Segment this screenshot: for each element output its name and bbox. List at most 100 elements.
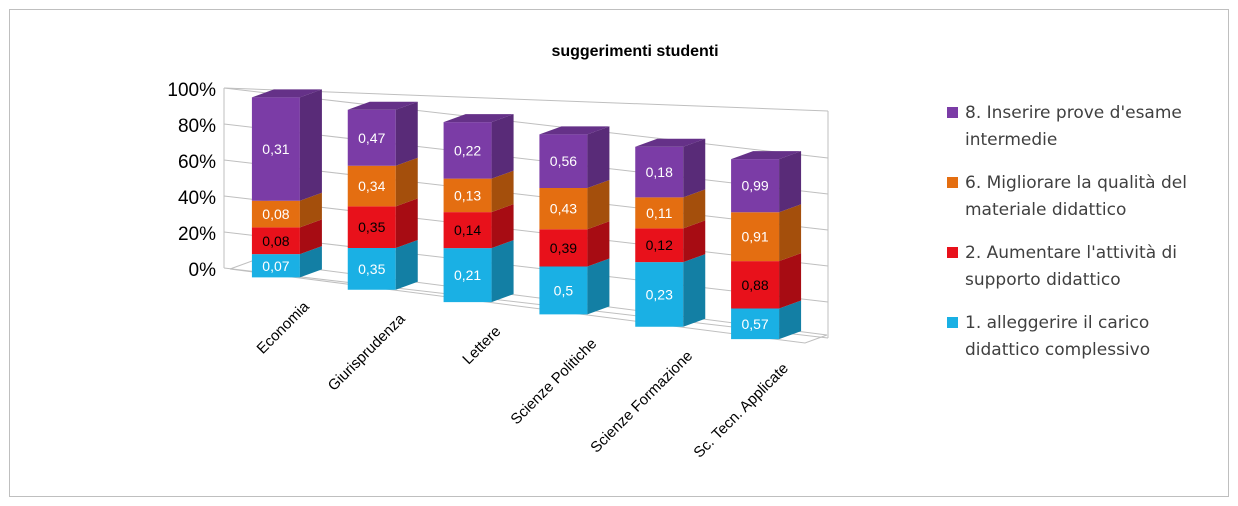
data-label: 0,13: [454, 187, 481, 203]
bar-front: [731, 212, 780, 262]
bar-segment: 0,11: [635, 189, 706, 229]
bar-segment: 0,34: [347, 157, 418, 207]
legend-label: 2. Aumentare l'attività di supporto dida…: [965, 243, 1178, 290]
chart-plot: suggerimenti studenti 0% 20% 40% 60% 80% 100%…: [167, 43, 829, 461]
bar-segment: 0,57: [731, 300, 802, 340]
data-label: 0,12: [646, 237, 673, 253]
bar-side: [683, 254, 706, 327]
bar-front: [731, 261, 780, 309]
data-label: 0,88: [741, 277, 768, 293]
data-label: 0,35: [358, 219, 385, 235]
x-tick-label: Economia: [254, 298, 314, 358]
data-label: 0,39: [550, 240, 577, 256]
bar-front: [731, 308, 780, 340]
bar-front: [443, 248, 492, 303]
bar-side: [395, 157, 418, 207]
bar-side: [299, 89, 322, 201]
bar-segment: 0,18: [635, 138, 706, 198]
legend-swatch: [947, 177, 958, 188]
gridline: [223, 159, 829, 231]
data-label: 0,56: [550, 153, 577, 169]
data-label: 0,14: [454, 222, 481, 238]
bar-front: [635, 228, 684, 263]
data-label: 0,47: [358, 130, 385, 146]
bar-front: [251, 254, 300, 278]
bar-segment: 0,08: [251, 219, 322, 255]
bar-top: [443, 114, 514, 123]
bar-side: [491, 114, 514, 179]
data-label: 0,34: [358, 178, 385, 194]
legend-label: 6. Migliorare la qualità del materiale d…: [965, 173, 1187, 220]
x-tick-label: Scienze Formazione: [587, 348, 696, 457]
chart-frame: suggerimenti studenti 0% 20% 40% 60% 80% 100%…: [9, 9, 1229, 497]
legend-swatch: [947, 107, 958, 118]
legend-swatch: [947, 317, 958, 328]
bar-front: [443, 212, 492, 249]
y-tick-label: 40%: [178, 188, 216, 209]
data-label: 0,99: [741, 178, 768, 194]
legend-item: 6. Migliorare la qualità del materiale d…: [935, 170, 1235, 224]
bar-side: [299, 246, 322, 278]
bar-top: [635, 138, 706, 147]
bar-segment: 0,13: [443, 170, 514, 213]
bar-segment: 0,07: [251, 246, 322, 278]
bar-side: [395, 198, 418, 249]
gridline: [223, 195, 829, 267]
y-axis: 0% 20% 40% 60% 80% 100%: [167, 80, 829, 339]
gridline: [223, 267, 829, 339]
bar-side: [779, 151, 802, 213]
bar-segment: 0,56: [539, 126, 610, 189]
data-label: 0,5: [554, 282, 574, 298]
bar-front: [347, 109, 396, 166]
bar-segment: 0,88: [731, 253, 802, 309]
gridline: [223, 87, 829, 159]
bar-side: [491, 170, 514, 213]
bar-side: [491, 240, 514, 303]
bar-front: [251, 97, 300, 201]
bar-side: [779, 204, 802, 262]
data-label: 0,57: [741, 316, 768, 332]
bar-front: [539, 229, 588, 267]
bar-segment: 0,08: [251, 192, 322, 228]
chart-title: suggerimenti studenti: [551, 43, 718, 60]
data-label: 0,07: [262, 258, 289, 274]
y-tick-label: 80%: [178, 116, 216, 137]
y-tick-label: 60%: [178, 152, 216, 173]
data-label: 0,35: [358, 261, 385, 277]
data-label: 0,11: [646, 205, 672, 221]
data-label: 0,23: [646, 286, 673, 302]
bar-segment: 0,91: [731, 204, 802, 262]
bar-side: [683, 220, 706, 263]
bar-segment: 0,21: [443, 240, 514, 303]
bar-side: [587, 221, 610, 267]
bar-segment: 0,47: [347, 101, 418, 166]
x-tick-label: Giurisprudenza: [325, 310, 409, 394]
bar-side: [587, 180, 610, 230]
bar-segment: 0,14: [443, 204, 514, 249]
data-label: 0,91: [741, 229, 768, 245]
bar-segment: 0,35: [347, 198, 418, 249]
bar-side: [779, 300, 802, 340]
bar-side: [587, 126, 610, 189]
bar-top: [731, 151, 802, 160]
bar-segment: 0,23: [635, 254, 706, 327]
bar-front: [539, 134, 588, 189]
bar-top: [347, 101, 418, 110]
legend-swatch: [947, 247, 958, 258]
bar-front: [347, 165, 396, 207]
bar-side: [299, 192, 322, 228]
bar-front: [251, 200, 300, 228]
x-tick-label: Sc. Tecn. Applicate: [690, 360, 791, 461]
y-tick-label: 20%: [178, 224, 216, 245]
data-label: 0,08: [262, 233, 289, 249]
x-tick-label: Scienze Politiche: [507, 335, 600, 428]
x-tick-label: Lettere: [459, 323, 504, 368]
bar-front: [347, 248, 396, 290]
bar-front: [539, 266, 588, 315]
bar-top: [251, 89, 322, 98]
y-tick-label: 0%: [189, 260, 217, 281]
legend-item: 2. Aumentare l'attività di supporto dida…: [935, 240, 1235, 294]
gridline: [223, 123, 829, 195]
bar-front: [731, 159, 780, 213]
bar-front: [539, 188, 588, 230]
